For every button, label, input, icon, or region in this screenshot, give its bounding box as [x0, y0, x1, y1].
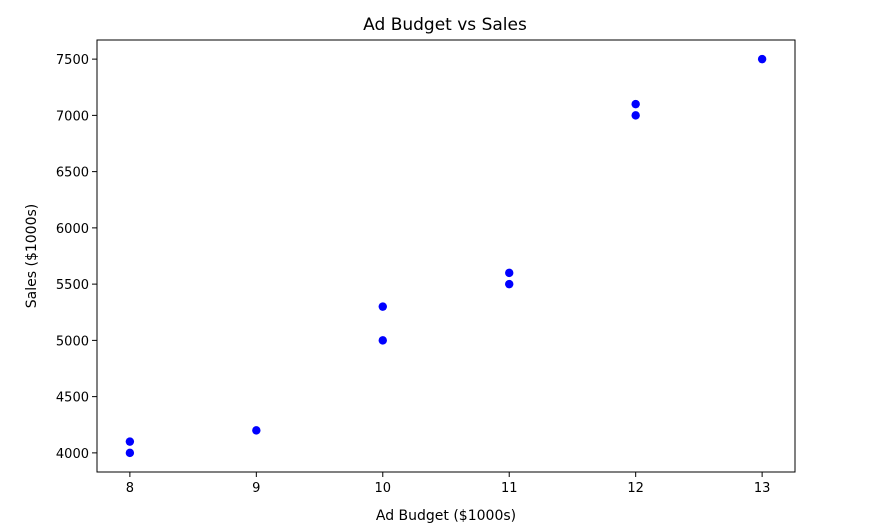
y-tick-label: 7500: [56, 53, 89, 68]
data-point: [125, 437, 135, 446]
data-point: [252, 426, 261, 435]
data-point: [378, 336, 387, 345]
data-point: [378, 302, 387, 311]
data-point: [631, 99, 640, 109]
y-tick-label: 7000: [56, 109, 89, 124]
x-axis-label: Ad Budget ($1000s): [376, 508, 516, 524]
x-tick-label: 9: [252, 481, 260, 496]
y-tick-label: 6500: [56, 166, 89, 181]
plot-area-frame: [96, 39, 796, 473]
chart-title: Ad Budget vs Sales: [363, 15, 527, 35]
x-tick-label: 8: [126, 481, 134, 496]
data-point: [631, 111, 640, 120]
data-points: [125, 54, 767, 458]
axis-ticks: 8 9 10 11 12 13 4000 4500 5000 5500 6000 6500 7000 75…: [56, 53, 770, 496]
y-tick-label: 4500: [56, 391, 89, 406]
x-tick-label: 12: [627, 481, 644, 496]
y-tick-label: 5000: [56, 334, 89, 349]
x-tick-label: 13: [754, 481, 771, 496]
x-tick-label: 11: [501, 481, 518, 496]
y-tick-label: 6000: [56, 222, 89, 237]
data-point: [505, 268, 514, 278]
y-tick-label: 5500: [56, 278, 89, 293]
x-tick-label: 10: [375, 481, 392, 496]
data-point: [125, 448, 135, 458]
data-point: [505, 279, 514, 289]
data-point: [757, 54, 767, 64]
y-axis-label: Sales ($1000s): [24, 204, 40, 308]
y-tick-label: 4000: [56, 447, 89, 462]
